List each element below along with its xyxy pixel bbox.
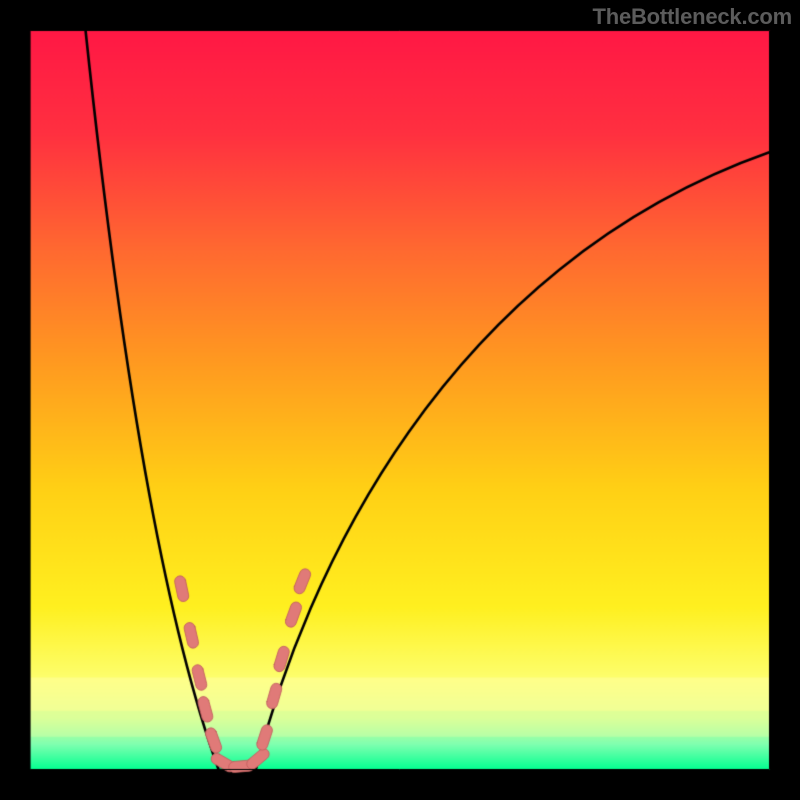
chart-root: TheBottleneck.com xyxy=(0,0,800,800)
attribution-label: TheBottleneck.com xyxy=(592,4,792,30)
chart-canvas xyxy=(0,0,800,800)
